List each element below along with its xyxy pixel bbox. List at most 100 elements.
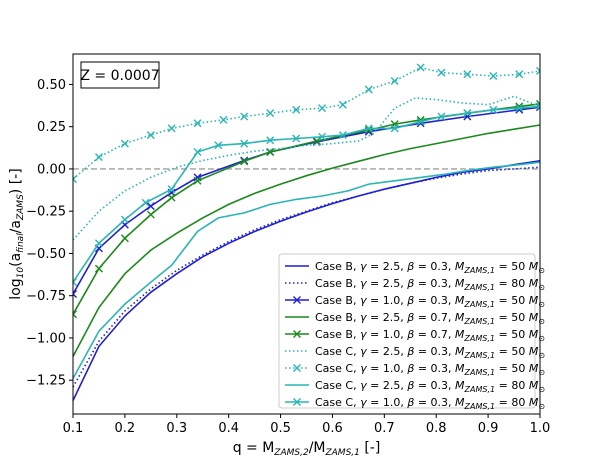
legend-label: Case B, γ = 1.0, β = 0.7, MZAMS,1 = 50 M… xyxy=(315,328,545,343)
annotation-box: Z = 0.0007 xyxy=(80,61,160,89)
data-point-s7-18 xyxy=(489,71,498,80)
legend-label: Case C, γ = 1.0, β = 0.3, MZAMS,1 = 80 M… xyxy=(315,396,545,411)
series-9 xyxy=(73,102,540,287)
data-point-s9-16 xyxy=(437,112,446,121)
data-point-s7-4 xyxy=(146,131,155,140)
legend-item-4: Case B, γ = 2.5, β = 0.7, MZAMS,1 = 50 M… xyxy=(285,311,545,326)
data-point-s7-13 xyxy=(364,85,373,94)
legend-item-5: Case B, γ = 1.0, β = 0.7, MZAMS,1 = 50 M… xyxy=(285,328,545,343)
legend-label: Case B, γ = 2.5, β = 0.3, MZAMS,1 = 50 M… xyxy=(315,260,545,275)
data-point-s7-11 xyxy=(318,104,327,113)
series-line-6 xyxy=(73,95,540,241)
series-6 xyxy=(73,95,540,241)
legend-item-7: Case C, γ = 1.0, β = 0.3, MZAMS,1 = 50 M… xyxy=(285,362,545,377)
data-point-s5-1 xyxy=(73,310,77,319)
data-point-s9-1 xyxy=(73,278,77,287)
data-point-s9-19 xyxy=(515,104,524,113)
series-line-4 xyxy=(73,124,540,357)
data-point-s7-19 xyxy=(515,70,524,79)
data-point-s9-13 xyxy=(364,124,373,133)
legend-label: Case B, γ = 1.0, β = 0.3, MZAMS,1 = 50 M… xyxy=(315,294,545,309)
legend-marker xyxy=(293,398,301,406)
data-point-s3-4 xyxy=(146,202,155,211)
y-tick-label: −0.75 xyxy=(26,289,66,304)
data-point-s5-4 xyxy=(146,210,155,219)
legend: Case B, γ = 2.5, β = 0.3, MZAMS,1 = 50 M… xyxy=(278,253,545,411)
series-line-2 xyxy=(73,166,540,388)
data-point-s7-10 xyxy=(292,105,301,114)
data-point-s7-9 xyxy=(266,109,275,118)
legend-item-1: Case B, γ = 2.5, β = 0.3, MZAMS,1 = 50 M… xyxy=(285,260,545,275)
data-point-s9-3 xyxy=(120,215,129,224)
series-4 xyxy=(73,124,540,357)
data-point-s7-15 xyxy=(416,63,425,72)
y-tick-label: 0.25 xyxy=(37,120,66,135)
x-tick-label: 0.1 xyxy=(63,421,84,436)
legend-item-9: Case C, γ = 1.0, β = 0.3, MZAMS,1 = 80 M… xyxy=(285,396,545,411)
series-7 xyxy=(73,63,540,184)
data-point-s5-5 xyxy=(167,193,176,202)
x-tick-label: 0.7 xyxy=(374,421,395,436)
legend-item-6: Case C, γ = 2.5, β = 0.3, MZAMS,1 = 50 M… xyxy=(285,345,545,360)
data-point-s7-7 xyxy=(219,115,228,124)
data-point-s7-17 xyxy=(463,70,472,79)
data-point-s9-10 xyxy=(292,134,301,143)
x-tick-label: 0.6 xyxy=(322,421,343,436)
legend-item-2: Case B, γ = 2.5, β = 0.3, MZAMS,1 = 80 M… xyxy=(285,277,545,292)
data-point-s7-16 xyxy=(437,68,446,77)
data-point-s9-12 xyxy=(338,131,347,140)
legend-label: Case C, γ = 2.5, β = 0.3, MZAMS,1 = 50 M… xyxy=(315,345,545,360)
x-tick-label: 0.4 xyxy=(218,421,239,436)
data-point-s9-18 xyxy=(489,105,498,114)
series-line-9 xyxy=(73,105,540,283)
x-tick-label: 0.9 xyxy=(478,421,499,436)
x-tick-label: 0.2 xyxy=(115,421,136,436)
y-tick-label: −1.25 xyxy=(26,374,66,389)
y-tick-label: −1.00 xyxy=(26,331,66,346)
data-point-s7-1 xyxy=(73,175,77,184)
annotation-frame xyxy=(80,61,160,89)
legend-item-8: Case C, γ = 2.5, β = 0.3, MZAMS,1 = 80 M… xyxy=(285,379,545,394)
y-tick-label: 0.00 xyxy=(37,162,66,177)
data-point-s5-8 xyxy=(266,148,275,157)
x-tick-label: 0.5 xyxy=(270,421,291,436)
y-tick-label: −0.25 xyxy=(26,205,66,220)
data-point-s7-6 xyxy=(193,119,202,128)
data-point-s9-17 xyxy=(463,109,472,118)
x-tick-label: 0.3 xyxy=(166,421,187,436)
data-point-s9-14 xyxy=(390,124,399,133)
data-point-s7-5 xyxy=(167,124,176,133)
legend-item-3: Case B, γ = 1.0, β = 0.3, MZAMS,1 = 50 M… xyxy=(285,294,545,309)
data-point-s9-11 xyxy=(318,132,327,141)
data-point-s9-7 xyxy=(214,141,223,150)
axes: 0.1 0.2 0.3 0.4 0.5 0.6 0.7 0.8 0.9 1.0 −1.25 −1.00… xyxy=(8,53,551,458)
data-point-s5-7 xyxy=(240,157,249,166)
data-point-s3-1 xyxy=(73,290,77,298)
data-point-s9-8 xyxy=(240,139,249,148)
series-2 xyxy=(73,166,540,388)
annotation-text: Z = 0.0007 xyxy=(80,68,159,84)
data-point-s7-2 xyxy=(94,153,103,162)
legend-frame xyxy=(278,253,536,409)
data-point-s5-3 xyxy=(120,234,129,243)
x-axis-label: q = MZAMS,2/MZAMS,1 [-] xyxy=(233,440,381,458)
data-point-s5-6 xyxy=(193,176,202,185)
data-point-s7-8 xyxy=(240,112,249,121)
legend-label: Case C, γ = 1.0, β = 0.3, MZAMS,1 = 50 M… xyxy=(315,362,545,377)
data-point-s9-20 xyxy=(536,102,540,111)
data-point-s9-9 xyxy=(266,136,275,145)
data-point-s7-14 xyxy=(390,77,399,86)
data-point-s9-5 xyxy=(167,185,176,194)
legend-label: Case B, γ = 2.5, β = 0.3, MZAMS,1 = 80 M… xyxy=(315,277,545,292)
data-point-s7-20 xyxy=(536,66,540,75)
data-point-s7-3 xyxy=(120,139,129,148)
data-point-s7-12 xyxy=(338,100,347,109)
data-point-s9-15 xyxy=(416,117,425,126)
data-point-s9-4 xyxy=(141,198,150,207)
plot-area xyxy=(73,63,540,401)
data-point-s5-2 xyxy=(94,264,103,273)
data-point-s9-6 xyxy=(193,148,202,157)
legend-marker xyxy=(293,364,301,372)
x-tick-label: 1.0 xyxy=(530,421,551,436)
